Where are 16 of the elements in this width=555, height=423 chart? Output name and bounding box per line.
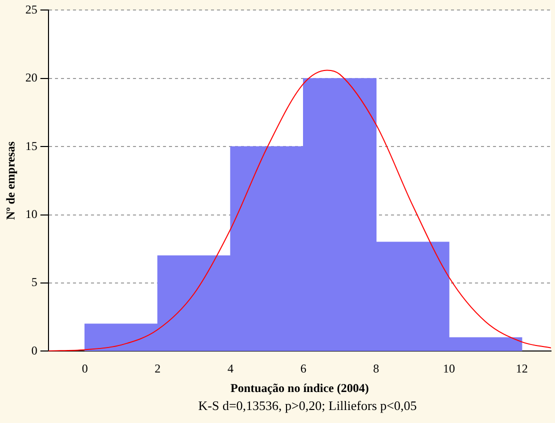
y-tick-label: 0 bbox=[31, 343, 38, 358]
x-tick-label: 0 bbox=[82, 362, 88, 376]
y-tick-label: 25 bbox=[25, 2, 38, 16]
x-tick-label: 2 bbox=[154, 362, 161, 376]
y-tick-label: 5 bbox=[31, 275, 38, 290]
x-tick-label: 4 bbox=[228, 362, 234, 376]
x-axis-title: Pontuação no índice (2004) bbox=[230, 380, 369, 395]
y-tick-label: 10 bbox=[25, 206, 38, 221]
x-tick-label: 12 bbox=[516, 362, 528, 376]
y-tick-label: 15 bbox=[25, 138, 38, 153]
y-axis-title: Nº de empresas bbox=[3, 141, 18, 220]
x-tick-label: 8 bbox=[373, 362, 380, 376]
y-tick-label: 20 bbox=[25, 70, 38, 85]
x-tick-label: 6 bbox=[300, 362, 306, 376]
x-tick-label: 10 bbox=[443, 362, 456, 376]
text: K-S d=0,13536, p>0,20; Lilliefors p<0,05 bbox=[197, 398, 418, 414]
